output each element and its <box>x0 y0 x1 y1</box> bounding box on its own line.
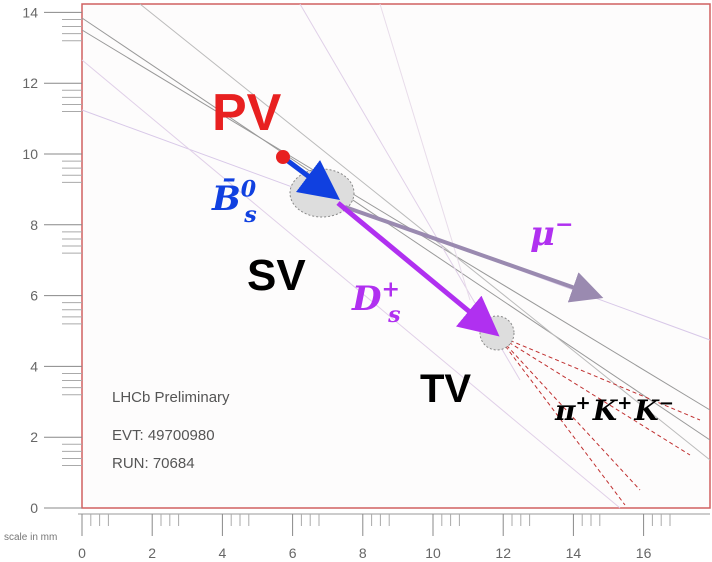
y-tick-label: 4 <box>30 358 38 374</box>
scale-label: scale in mm <box>4 532 57 543</box>
x-tick-label: 12 <box>495 545 511 561</box>
superscript: + <box>576 393 591 414</box>
subscript: s <box>387 302 400 328</box>
x-tick-label: 4 <box>219 545 227 561</box>
x-tick-label: 8 <box>359 545 367 561</box>
pv-label: PV <box>212 84 282 142</box>
page: PV SV TV B̄0sD+sμ−π+K+K− LHCb Preliminar… <box>0 0 712 562</box>
tv-label: TV <box>420 367 471 411</box>
superscript: 0 <box>241 176 257 202</box>
symbol: K <box>633 394 660 427</box>
info-run: RUN: 70684 <box>112 455 195 472</box>
sv-label: SV <box>247 251 306 300</box>
symbol: K <box>592 394 619 427</box>
y-tick-label: 0 <box>30 500 38 516</box>
pv-dot <box>276 150 290 164</box>
event-display: PV SV TV B̄0sD+sμ−π+K+K− LHCb Preliminar… <box>0 0 712 562</box>
subscript: s <box>243 202 256 228</box>
superscript: + <box>617 393 632 414</box>
y-tick-label: 2 <box>30 429 38 445</box>
symbol: μ <box>530 214 555 254</box>
info-label: LHCb Preliminary <box>112 389 230 406</box>
x-tick-label: 14 <box>566 545 582 561</box>
info-event: EVT: 49700980 <box>112 427 215 444</box>
x-tick-label: 10 <box>425 545 441 561</box>
x-tick-label: 0 <box>78 545 86 561</box>
y-tick-label: 6 <box>30 288 38 304</box>
superscript: + <box>381 276 400 302</box>
x-tick-label: 2 <box>148 545 156 561</box>
superscript: − <box>659 393 674 414</box>
y-tick-label: 10 <box>22 146 38 162</box>
y-tick-label: 14 <box>22 4 38 20</box>
symbol: B̄ <box>211 178 241 219</box>
y-tick-label: 8 <box>30 217 38 233</box>
symbol: π <box>554 394 576 427</box>
y-tick-label: 12 <box>22 75 38 91</box>
x-tick-label: 16 <box>636 545 652 561</box>
x-tick-label: 6 <box>289 545 297 561</box>
tv-vertex <box>480 316 514 350</box>
symbol: D <box>351 279 382 319</box>
superscript: − <box>555 211 574 237</box>
